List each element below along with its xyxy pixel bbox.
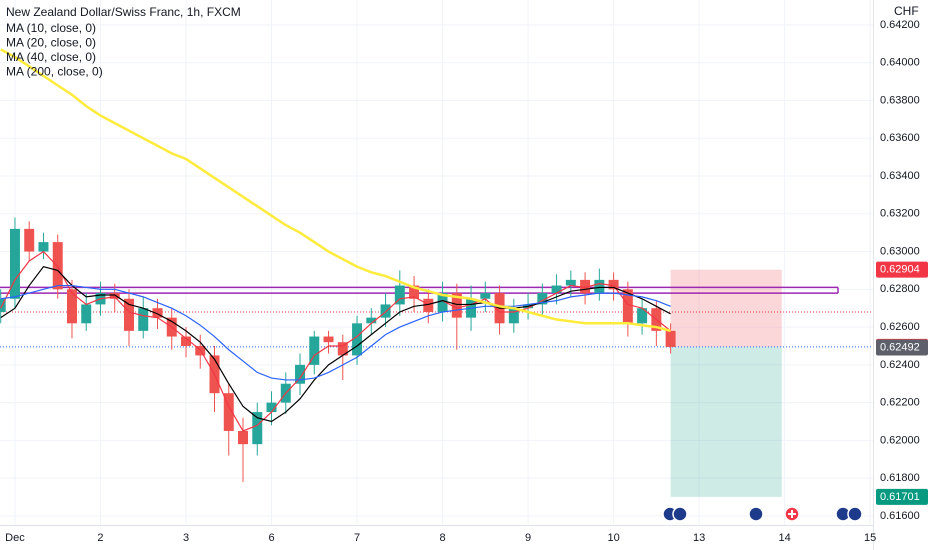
candle-body bbox=[551, 285, 562, 294]
price-label-box bbox=[876, 339, 928, 356]
ma-line bbox=[0, 48, 671, 333]
candle-body bbox=[238, 430, 249, 445]
candle-body bbox=[0, 298, 6, 312]
candle-body bbox=[152, 308, 163, 318]
candle-body bbox=[565, 279, 576, 286]
candle-body bbox=[181, 336, 191, 346]
candle-body bbox=[608, 279, 619, 290]
y-tick-label: 0.62800 bbox=[880, 283, 920, 295]
event-icon-cross bbox=[788, 510, 796, 518]
candle-body bbox=[323, 336, 334, 343]
y-tick-label: 0.64000 bbox=[880, 57, 920, 69]
price-label: 0.62904 bbox=[880, 264, 920, 276]
candle-body bbox=[81, 304, 92, 324]
candle-body bbox=[380, 304, 391, 318]
y-tick-label: 0.63600 bbox=[880, 132, 920, 144]
y-tick-label: 0.64200 bbox=[880, 19, 920, 31]
legend-entry: MA (40, close, 0) bbox=[6, 50, 96, 64]
price-label-box bbox=[876, 261, 928, 278]
candle-body bbox=[352, 323, 363, 356]
currency: CHF bbox=[894, 4, 919, 18]
y-tick-label: 0.63000 bbox=[880, 245, 920, 257]
x-tick-label: 3 bbox=[183, 532, 189, 544]
axes: 0.64200 0.64000 0.63800 0.63600 0.63400 0.632… bbox=[5, 19, 928, 544]
x-tick-label: 10 bbox=[607, 532, 619, 544]
event-icon[interactable] bbox=[748, 506, 764, 522]
x-tick-label: 7 bbox=[354, 532, 360, 544]
candle-body bbox=[637, 308, 648, 324]
candle-body bbox=[337, 342, 348, 356]
candle-body bbox=[9, 228, 20, 299]
y-tick-label: 0.62200 bbox=[880, 397, 920, 409]
candle-body bbox=[508, 308, 519, 324]
candle-body bbox=[124, 298, 134, 331]
candle-body bbox=[309, 336, 320, 365]
legend-entry: MA (20, close, 0) bbox=[6, 36, 96, 50]
candle-body bbox=[409, 285, 420, 299]
event-icon[interactable] bbox=[672, 506, 688, 522]
candle-body bbox=[423, 298, 434, 312]
price-label-box bbox=[876, 488, 928, 505]
target-zone bbox=[670, 346, 782, 497]
candle-body bbox=[580, 279, 591, 294]
y-tick-label: 0.63400 bbox=[880, 170, 920, 182]
x-tick-label: 9 bbox=[525, 532, 531, 544]
x-tick-label: Dec bbox=[5, 532, 25, 544]
y-tick-label: 0.63200 bbox=[880, 208, 920, 220]
grid bbox=[0, 0, 873, 525]
event-icon[interactable] bbox=[847, 506, 863, 522]
x-tick-label: 15 bbox=[864, 532, 876, 544]
price-label: 0.61701 bbox=[880, 491, 920, 503]
candle-body bbox=[665, 330, 676, 347]
y-tick-label: 0.61600 bbox=[880, 510, 920, 522]
ma-line bbox=[0, 265, 671, 423]
candle-body bbox=[295, 364, 306, 384]
candle-body bbox=[223, 393, 234, 431]
candle-body bbox=[138, 308, 149, 331]
candle-body bbox=[480, 293, 491, 299]
candle-body bbox=[109, 293, 120, 299]
y-tick-label: 0.62400 bbox=[880, 359, 920, 371]
price-label: 0.62492 bbox=[880, 341, 920, 353]
candle-body bbox=[366, 317, 377, 324]
candle-body bbox=[437, 293, 448, 312]
candle-body bbox=[24, 228, 35, 252]
candle-body bbox=[594, 279, 605, 294]
candle-body bbox=[537, 293, 548, 305]
y-tick-label: 0.61800 bbox=[880, 472, 920, 484]
candle-body bbox=[622, 289, 633, 324]
plot bbox=[0, 48, 873, 497]
chart-title: New Zealand Dollar/Swiss Franc, 1h, FXCM bbox=[6, 5, 241, 19]
ma-line bbox=[0, 284, 671, 381]
x-tick-label: 2 bbox=[97, 532, 103, 544]
candle-body bbox=[266, 402, 277, 413]
candle-body bbox=[38, 242, 49, 252]
legend-entry: MA (10, close, 0) bbox=[6, 21, 96, 35]
x-tick-label: 6 bbox=[268, 532, 274, 544]
ma-line bbox=[0, 250, 671, 432]
candle-body bbox=[252, 412, 263, 445]
event-icons bbox=[662, 506, 863, 522]
candle-body bbox=[394, 285, 405, 305]
legend-entry: MA (200, close, 0) bbox=[6, 65, 103, 79]
candle-body bbox=[52, 242, 63, 290]
y-tick-label: 0.62000 bbox=[880, 434, 920, 446]
candle-body bbox=[451, 293, 462, 318]
stop-zone bbox=[670, 269, 782, 347]
y-tick-label: 0.62600 bbox=[880, 321, 920, 333]
x-tick-label: 8 bbox=[439, 532, 445, 544]
x-tick-label: 14 bbox=[779, 532, 791, 544]
y-tick-label: 0.63800 bbox=[880, 94, 920, 106]
candle-body bbox=[66, 289, 77, 324]
x-tick-label: 13 bbox=[693, 532, 705, 544]
